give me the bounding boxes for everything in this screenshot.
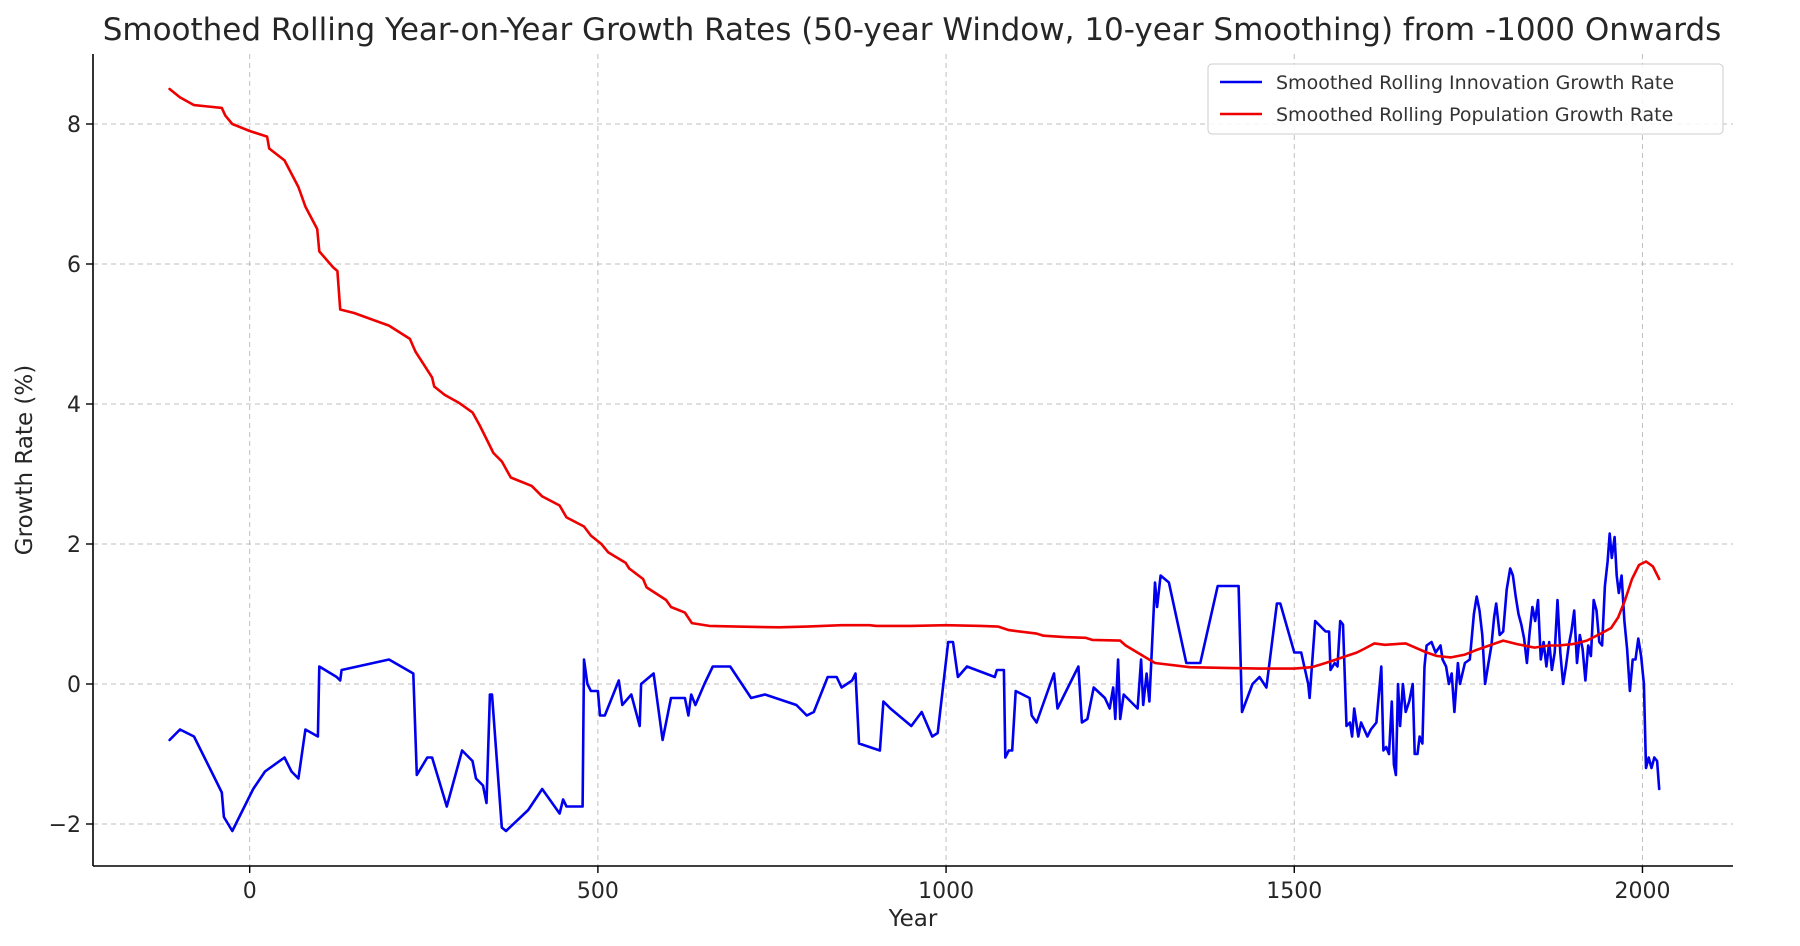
x-tick-label: 1500 bbox=[1266, 879, 1322, 904]
x-tick-label: 0 bbox=[243, 879, 257, 904]
legend-label-population: Smoothed Rolling Population Growth Rate bbox=[1276, 104, 1673, 126]
legend: Smoothed Rolling Innovation Growth Rate S… bbox=[1207, 63, 1724, 135]
axes bbox=[92, 54, 1733, 867]
y-axis-label: Growth Rate (%) bbox=[12, 365, 38, 555]
grid-lines bbox=[93, 54, 1733, 866]
x-tick-label: 1000 bbox=[918, 879, 974, 904]
tick-labels: 0 500 1000 1500 2000 −2 0 2 4 6 8 bbox=[49, 113, 1671, 904]
series-lines bbox=[168, 87, 1661, 833]
series-line-population bbox=[168, 87, 1661, 670]
series-line-innovation bbox=[168, 532, 1661, 833]
chart-title: Smoothed Rolling Year-on-Year Growth Rat… bbox=[103, 12, 1722, 48]
y-tick-label: 6 bbox=[67, 253, 81, 278]
x-tick-label: 500 bbox=[577, 879, 619, 904]
y-tick-label: 0 bbox=[67, 673, 81, 698]
y-tick-label: 2 bbox=[67, 533, 81, 558]
legend-label-innovation: Smoothed Rolling Innovation Growth Rate bbox=[1276, 72, 1674, 94]
y-tick-label: 8 bbox=[67, 113, 81, 138]
x-tick-label: 2000 bbox=[1614, 879, 1670, 904]
legend-frame bbox=[1207, 63, 1724, 135]
x-axis-label: Year bbox=[888, 906, 938, 932]
y-tick-label: −2 bbox=[49, 813, 81, 838]
y-tick-label: 4 bbox=[67, 393, 81, 418]
